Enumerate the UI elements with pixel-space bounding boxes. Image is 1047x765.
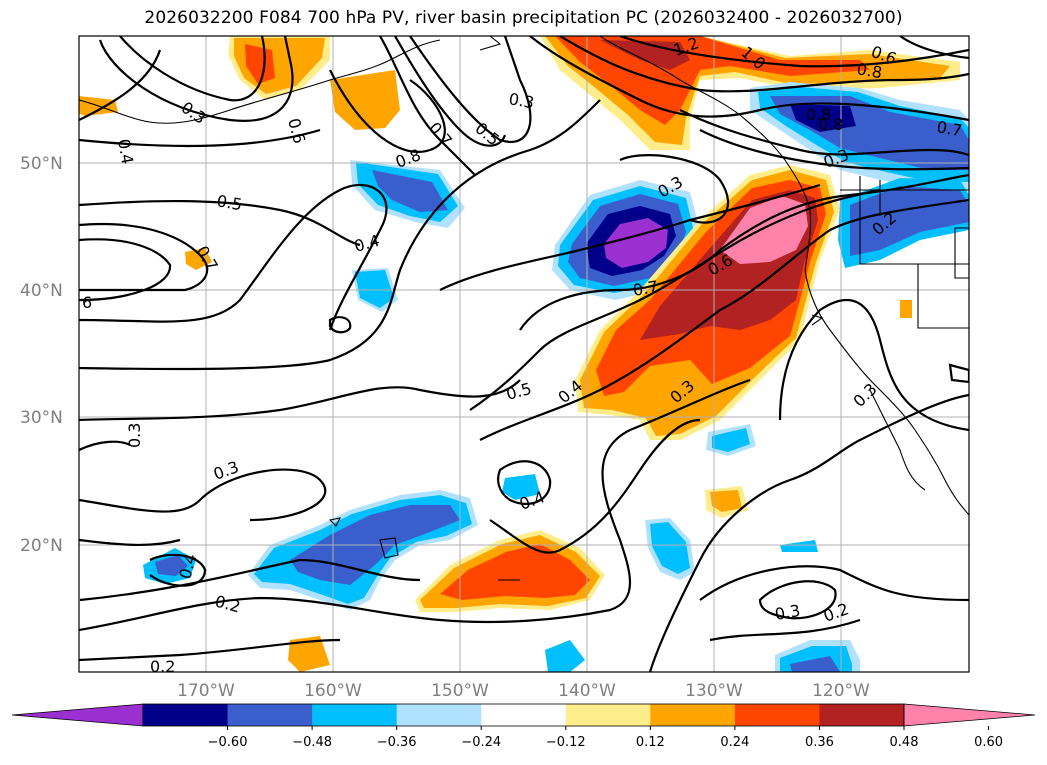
map-title: 2026032200 F084 700 hPa PV, river basin … bbox=[144, 8, 903, 28]
lat-label-20n: 20°N bbox=[20, 536, 63, 556]
lon-label-150w: 150°W bbox=[431, 681, 489, 701]
contour-label: 0.7 bbox=[935, 117, 963, 140]
colorbar-tick-label: 0.24 bbox=[720, 735, 749, 750]
lat-label-30n: 30°N bbox=[20, 408, 63, 428]
coastlines bbox=[79, 36, 969, 581]
colorbar-bin bbox=[565, 704, 651, 726]
colorbar-bin bbox=[819, 704, 905, 726]
pv-contours bbox=[79, 36, 969, 672]
lat-label-50n: 50°N bbox=[20, 154, 63, 174]
lat-labels: 50°N 40°N 30°N 20°N bbox=[20, 154, 63, 556]
contour-label: 1.2 bbox=[671, 33, 701, 60]
lat-label-40n: 40°N bbox=[20, 281, 63, 301]
colorbar-tick-label: −0.12 bbox=[546, 735, 586, 750]
contour-label: 0.8 bbox=[855, 59, 883, 82]
contour-label: 0.8 bbox=[818, 115, 843, 134]
colorbar-bin bbox=[143, 704, 229, 726]
contour-label: 0.4 bbox=[114, 137, 137, 165]
colorbar-bin bbox=[396, 704, 482, 726]
colorbar-bin bbox=[734, 704, 820, 726]
contour-label: 0.3 bbox=[125, 423, 144, 448]
colorbar-bin bbox=[312, 704, 398, 726]
map-frame bbox=[78, 35, 970, 673]
colorbar-tick-label: −0.36 bbox=[377, 735, 417, 750]
colorbar-tick-label: −0.24 bbox=[461, 735, 501, 750]
lon-label-130w: 130°W bbox=[685, 681, 743, 701]
contour-label: 0.8 bbox=[806, 105, 831, 124]
colorbar-tick-label: −0.48 bbox=[292, 735, 332, 750]
colorbar: −0.60 −0.48 −0.36 −0.24 −0.12 0.12 0.24 0.36 0.4… bbox=[11, 703, 1036, 750]
colorbar-extend-low bbox=[11, 703, 144, 727]
lon-label-160w: 160°W bbox=[304, 681, 362, 701]
colorbar-tick-label: 0.60 bbox=[974, 735, 1003, 750]
contour-label: 0.3 bbox=[507, 89, 535, 112]
contour-label: 0.5 bbox=[215, 191, 243, 214]
colorbar-tick-label: 0.12 bbox=[636, 735, 665, 750]
contour-label: 6 bbox=[82, 293, 92, 312]
contour-label: 0.7 bbox=[631, 277, 659, 300]
lon-labels: 170°W 160°W 150°W 140°W 130°W 120°W bbox=[177, 681, 870, 701]
lon-label-120w: 120°W bbox=[812, 681, 870, 701]
colorbar-extend-high bbox=[903, 703, 1036, 727]
lon-label-140w: 140°W bbox=[558, 681, 616, 701]
contour-label: 0.3 bbox=[773, 601, 801, 624]
colorbar-outline bbox=[142, 703, 905, 727]
colorbar-tick-label: 0.36 bbox=[805, 735, 834, 750]
colorbar-bin bbox=[650, 704, 736, 726]
lon-label-170w: 170°W bbox=[177, 681, 235, 701]
colorbar-tick-label: −0.60 bbox=[208, 735, 248, 750]
colorbar-bin bbox=[481, 704, 567, 726]
colorbar-bin bbox=[227, 704, 313, 726]
contour-label: 0.2 bbox=[150, 657, 175, 676]
colorbar-tick-label: 0.48 bbox=[890, 735, 919, 750]
